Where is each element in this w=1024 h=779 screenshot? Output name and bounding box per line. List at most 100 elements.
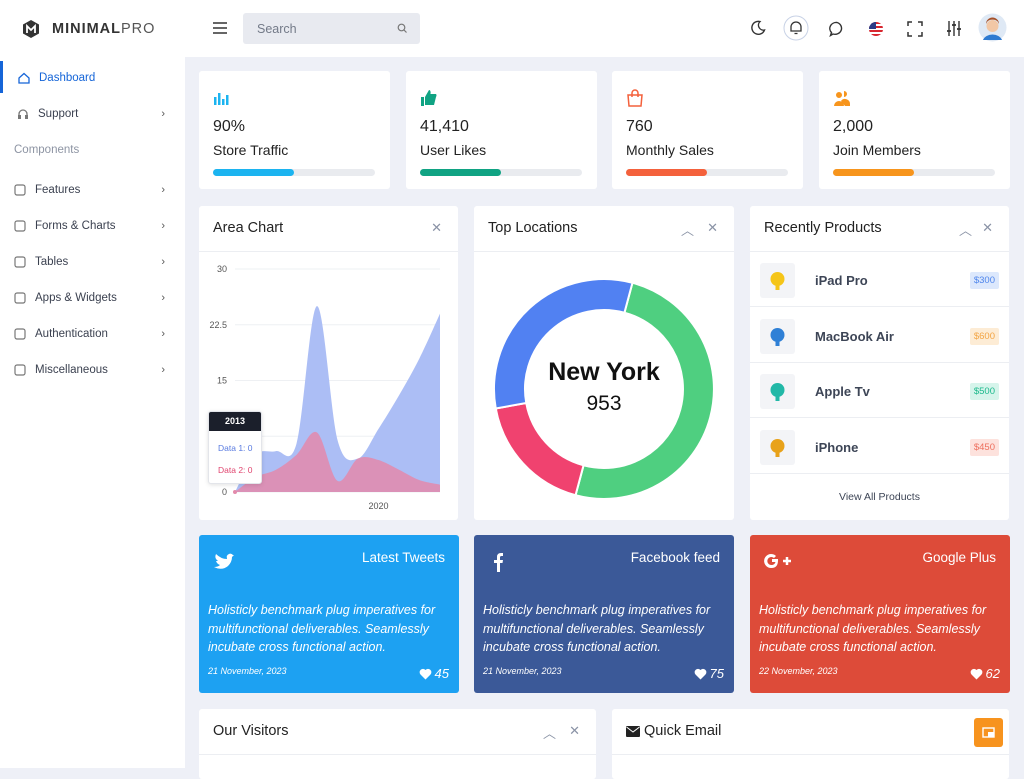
brand: MINIMAL PRO: [22, 19, 155, 39]
y-tick-label: 30: [217, 264, 227, 274]
center-value: 953: [586, 392, 621, 415]
chevron: ›: [161, 220, 165, 232]
product-row: Apple Tv $500: [750, 363, 1009, 418]
progress-track: [833, 169, 995, 176]
sidebar: MINIMAL PRO Dashboard Support › Components…: [0, 0, 185, 768]
settings[interactable]: [946, 20, 962, 37]
icon-shape: [694, 668, 706, 679]
stat-value: 2,000: [833, 118, 874, 135]
nav-item[interactable]: Forms & Charts ›: [0, 214, 185, 238]
header: Search: [185, 0, 1024, 57]
messages[interactable]: [829, 21, 845, 37]
y-tick-label: 0: [222, 487, 227, 497]
nav-label: Features: [35, 184, 81, 196]
decoration: [983, 34, 1002, 40]
search-box[interactable]: Search: [243, 13, 420, 44]
likes-count: 45: [434, 666, 449, 681]
social-icon: [494, 553, 503, 572]
theme-toggle[interactable]: [750, 20, 766, 36]
decoration: [869, 22, 876, 29]
progress-track: [420, 169, 582, 176]
close-button[interactable]: ✕: [431, 220, 442, 235]
close-button[interactable]: ✕: [982, 220, 993, 235]
card-title: Recently Products: [764, 220, 882, 236]
close-button[interactable]: ✕: [707, 220, 718, 235]
avatar[interactable]: [978, 13, 1007, 42]
social-title: Google Plus: [922, 550, 996, 565]
heart-icon: [970, 668, 982, 679]
nav-label: Forms & Charts: [35, 220, 116, 232]
nav-item[interactable]: Support ›: [0, 102, 185, 126]
stat-card: 2,000 Join Members: [819, 71, 1010, 189]
stat-value: 90%: [213, 118, 246, 135]
price-badge: $500: [969, 383, 999, 400]
collapse-button[interactable]: ︿: [680, 223, 694, 238]
icon-shape: [775, 336, 780, 346]
social-icon: [214, 553, 234, 569]
icon-shape: [834, 91, 850, 106]
email-card: Quick Email: [612, 709, 1009, 779]
stat-label: Monthly Sales: [626, 142, 714, 158]
likes[interactable]: 75: [694, 666, 724, 681]
icon: [770, 272, 785, 290]
card-title: Area Chart: [213, 220, 284, 236]
stat-icon: [627, 89, 643, 107]
nav-item[interactable]: Apps & Widgets ›: [0, 286, 185, 310]
stat-label: Join Members: [833, 142, 921, 158]
tooltip-title: 2013: [209, 412, 261, 431]
center-label: New York: [548, 358, 660, 386]
close-button[interactable]: ✕: [569, 723, 580, 738]
collapse-button[interactable]: ︿: [958, 223, 972, 238]
icon: [14, 292, 26, 304]
nav-item[interactable]: Features ›: [0, 178, 185, 202]
product-icon: [760, 374, 795, 409]
decoration: [18, 115, 21, 119]
likes[interactable]: 45: [419, 666, 449, 681]
decoration: [18, 109, 28, 116]
fullscreen[interactable]: [907, 21, 923, 37]
icon-shape: [970, 668, 982, 679]
divider: [612, 754, 1009, 755]
icon: [14, 328, 26, 340]
decoration: [783, 15, 809, 41]
nav-item[interactable]: Miscellaneous ›: [0, 358, 185, 382]
product-row: iPhone $450: [750, 419, 1009, 474]
floating-button[interactable]: [974, 718, 1003, 747]
tooltip: 2013 Data 1: 0 Data 2: 0: [208, 411, 262, 484]
social-date: 22 November, 2023: [759, 666, 838, 676]
view-all-link[interactable]: View All Products: [839, 491, 920, 503]
decoration: [25, 115, 28, 119]
stat-label: Store Traffic: [213, 142, 289, 158]
icon-shape: [14, 364, 26, 376]
heart-icon: [694, 668, 706, 679]
social-card: Latest Tweets Holisticly benchmark plug i…: [199, 535, 459, 693]
icon: [18, 109, 28, 119]
divider: [750, 251, 1009, 252]
menu-toggle[interactable]: [213, 22, 227, 34]
decoration: [626, 726, 640, 733]
progress-bar: [626, 169, 707, 176]
language[interactable]: [868, 22, 884, 36]
nav-item[interactable]: Tables ›: [0, 250, 185, 274]
social-title: Facebook feed: [630, 550, 720, 565]
collapse-button[interactable]: ︿: [542, 726, 556, 741]
chevron: ›: [161, 364, 165, 376]
icon: [770, 438, 785, 457]
progress-bar: [213, 169, 294, 176]
brand-light: PRO: [121, 21, 156, 37]
active-indicator: [0, 61, 3, 93]
decoration: [751, 20, 766, 35]
decoration: [403, 29, 407, 33]
nav-item[interactable]: Dashboard: [0, 66, 185, 90]
product-icon: [760, 429, 795, 465]
product-name: iPhone: [815, 439, 859, 455]
decoration: [829, 21, 843, 37]
likes[interactable]: 62: [970, 666, 1000, 681]
notifications[interactable]: [783, 15, 809, 41]
social-date: 21 November, 2023: [483, 666, 562, 676]
nav-item[interactable]: Authentication ›: [0, 322, 185, 346]
nav-label: Miscellaneous: [35, 364, 108, 376]
y-tick-label: 22.5: [209, 320, 227, 330]
chevron: ›: [161, 184, 165, 196]
